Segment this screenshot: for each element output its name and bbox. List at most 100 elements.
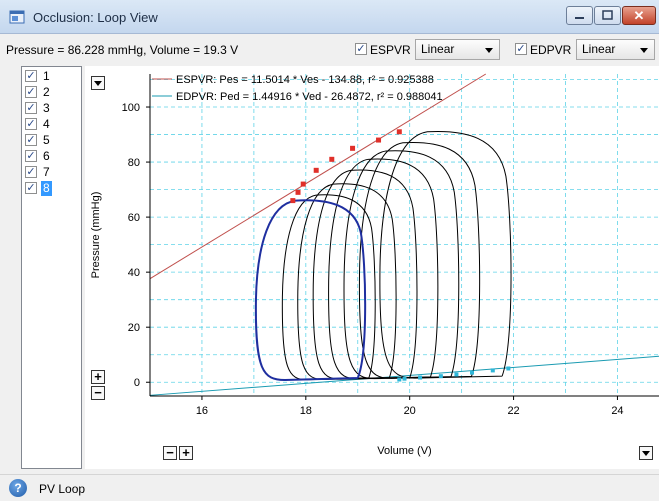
pv-loop-1	[379, 130, 512, 379]
chevron-down-icon	[640, 48, 648, 53]
minimize-icon	[575, 17, 584, 19]
close-button[interactable]: ✕	[622, 6, 656, 25]
series-menu-button[interactable]	[91, 76, 105, 90]
x-axis-title: Volume (V)	[377, 445, 431, 457]
ed-point	[506, 366, 511, 371]
chevron-down-icon	[485, 48, 493, 53]
edpvr-line	[149, 355, 659, 396]
y-tick-label: 20	[128, 322, 140, 334]
list-item[interactable]: ✓ 5	[25, 133, 80, 148]
es-point	[295, 189, 301, 195]
series-label: 6	[43, 149, 50, 163]
series-checkbox[interactable]: ✓	[25, 118, 37, 130]
x-tick-label: 16	[196, 405, 208, 417]
y-axis-title: Pressure (mmHg)	[90, 192, 102, 279]
pv-loop-5	[312, 169, 418, 380]
x-zoom-out-button[interactable]: −	[163, 446, 177, 460]
chevron-down-icon	[642, 451, 650, 456]
x-axis-menu-button[interactable]	[639, 446, 653, 460]
minimize-button[interactable]	[566, 6, 593, 25]
toolbar: Pressure = 86.228 mmHg, Volume = 19.3 V …	[0, 34, 659, 64]
y-tick-label: 60	[128, 212, 140, 224]
pv-loop-3	[343, 150, 460, 380]
help-icon[interactable]: ?	[9, 479, 27, 497]
series-label: 3	[43, 101, 50, 115]
plot-area[interactable]: 16 18 20 22 24 0 20 40 60 80 100 Volume (V) Pressure…	[85, 66, 659, 469]
es-point	[376, 137, 382, 143]
ed-point	[470, 370, 475, 375]
list-item[interactable]: ✓ 7	[25, 165, 80, 180]
series-label: 8	[41, 181, 52, 196]
espvr-fit-value: Linear	[421, 42, 455, 56]
x-tick-label: 18	[300, 405, 312, 417]
x-zoom-in-button[interactable]: +	[179, 446, 193, 460]
series-label: 4	[43, 117, 50, 131]
ed-point	[454, 372, 459, 377]
y-zoom-in-button[interactable]: +	[91, 370, 105, 384]
es-point	[290, 198, 296, 204]
series-label: 2	[43, 85, 50, 99]
es-point	[350, 145, 356, 151]
ed-point	[418, 375, 423, 380]
edpvr-label: EDPVR	[530, 43, 572, 57]
series-checkbox[interactable]: ✓	[25, 182, 37, 194]
list-item[interactable]: ✓ 3	[25, 101, 80, 116]
espvr-label: ESPVR	[370, 43, 411, 57]
status-text: PV Loop	[39, 482, 86, 496]
y-zoom-out-button[interactable]: −	[91, 386, 105, 400]
ed-point	[438, 374, 443, 379]
pv-loop-2	[358, 141, 481, 379]
chevron-down-icon	[94, 81, 102, 86]
ed-point	[490, 368, 495, 373]
es-point	[300, 181, 306, 187]
espvr-checkbox[interactable]: ✓	[355, 43, 367, 55]
series-checkbox[interactable]: ✓	[25, 86, 37, 98]
edpvr-fit-select[interactable]: Linear	[576, 39, 655, 60]
series-checkbox[interactable]: ✓	[25, 70, 37, 82]
y-tick-label: 80	[128, 157, 140, 169]
pv-loop-6	[297, 183, 397, 380]
window-title: Occlusion: Loop View	[33, 10, 158, 25]
series-label: 7	[43, 165, 50, 179]
es-point	[313, 167, 319, 173]
grid	[150, 74, 659, 396]
cursor-readout: Pressure = 86.228 mmHg, Volume = 19.3 V	[6, 43, 239, 57]
espvr-line	[149, 73, 487, 280]
pv-loop-7	[281, 194, 376, 381]
edpvr-checkbox[interactable]: ✓	[515, 43, 527, 55]
es-point	[396, 129, 402, 135]
maximize-icon	[602, 10, 613, 20]
pv-loop-8	[254, 199, 367, 382]
series-checkbox[interactable]: ✓	[25, 166, 37, 178]
ed-point	[402, 376, 407, 381]
edpvr-fit-value: Linear	[582, 42, 616, 56]
series-label: 1	[43, 69, 50, 83]
pv-loop-chart[interactable]: 16 18 20 22 24 0 20 40 60 80 100 Volume (V) Pressure…	[85, 66, 659, 469]
legend-label: ESPVR: Pes = 11.5014 * Ves - 134.88, r² …	[176, 74, 434, 86]
series-list: ✓ 1 ✓ 2 ✓ 3 ✓ 4 ✓ 5 ✓ 6 ✓ 7 ✓ 8	[21, 66, 82, 469]
list-item[interactable]: ✓ 1	[25, 69, 80, 84]
list-item[interactable]: ✓ 6	[25, 149, 80, 164]
legend-label: EDPVR: Ped = 1.44916 * Ved - 26.4872, r²…	[176, 91, 443, 103]
ed-point	[397, 377, 402, 382]
list-item[interactable]: ✓ 2	[25, 85, 80, 100]
title-bar: Occlusion: Loop View ✕	[0, 0, 659, 34]
list-item[interactable]: ✓ 4	[25, 117, 80, 132]
list-item[interactable]: ✓ 8	[25, 181, 80, 196]
series-checkbox[interactable]: ✓	[25, 134, 37, 146]
x-tick-label: 24	[611, 405, 623, 417]
series-checkbox[interactable]: ✓	[25, 102, 37, 114]
app-icon	[9, 10, 25, 24]
status-bar: ? PV Loop	[0, 474, 659, 501]
x-tick-label: 22	[507, 405, 519, 417]
maximize-button[interactable]	[594, 6, 621, 25]
espvr-fit-select[interactable]: Linear	[415, 39, 500, 60]
close-icon: ✕	[633, 7, 645, 23]
es-point	[329, 156, 335, 162]
y-tick-label: 0	[134, 377, 140, 389]
pv-loop-4	[328, 158, 439, 380]
series-label: 5	[43, 133, 50, 147]
series-checkbox[interactable]: ✓	[25, 150, 37, 162]
y-tick-label: 40	[128, 267, 140, 279]
y-tick-label: 100	[122, 102, 140, 114]
